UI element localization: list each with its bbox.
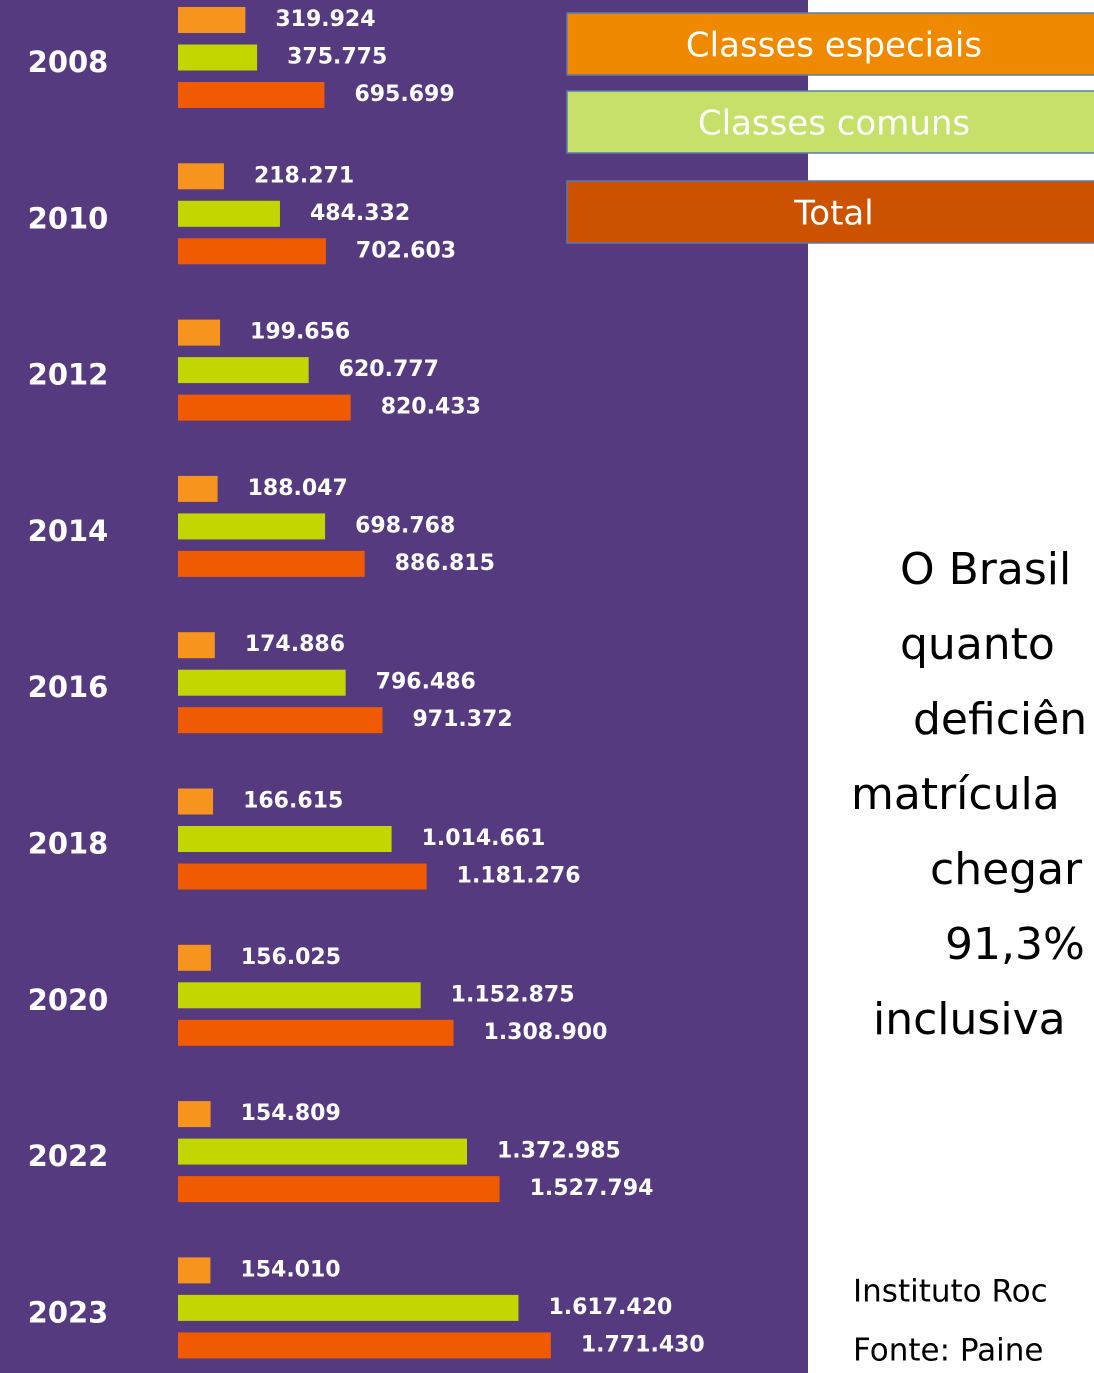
value-label: 166.615 [243,789,343,814]
year-label: 2018 [28,827,109,861]
bar [178,44,258,71]
bar [178,394,351,421]
paragraph-line: 91,3% [945,919,1085,970]
value-label: 199.656 [250,320,350,345]
bar [178,200,280,227]
year-label: 2016 [28,670,109,704]
legend-label: Classes comuns [698,104,970,144]
bar [178,788,214,815]
value-label: 154.809 [241,1101,341,1126]
paragraph-line: inclusiva [873,994,1066,1045]
value-label: 1.527.794 [530,1176,654,1201]
value-label: 1.372.985 [497,1139,621,1164]
value-label: 188.047 [248,476,348,501]
value-label: 174.886 [245,632,345,657]
bar [178,1332,551,1359]
bar [178,826,392,852]
bar [178,319,221,346]
value-label: 886.815 [395,551,495,576]
bar [178,669,346,696]
year-label: 2023 [28,1295,109,1329]
bar [178,550,365,577]
legend-box [566,90,1094,154]
year-label: 2012 [28,358,109,392]
value-label: 1.014.661 [422,826,546,851]
value-label: 1.308.900 [484,1020,608,1045]
value-label: 319.924 [275,7,375,32]
bar [178,944,211,971]
value-label: 1.771.430 [581,1332,705,1357]
value-label: 796.486 [376,670,476,695]
value-label: 1.617.420 [548,1295,672,1320]
bar [178,513,326,540]
legend-label: Classes especiais [686,26,982,66]
paragraph-line: O Brasil [900,544,1071,595]
value-label: 620.777 [339,357,439,382]
legend-box [566,180,1094,244]
bar [178,707,383,734]
value-label: 698.768 [355,513,455,538]
bar [178,1138,468,1165]
bar [178,7,246,33]
year-label: 2014 [28,514,109,548]
bar [178,1294,519,1321]
bar [178,238,326,265]
paragraph-line: deficiên [913,694,1087,745]
bar [178,1101,211,1128]
value-label: 154.010 [240,1257,340,1282]
value-label: 1.152.875 [451,982,575,1007]
year-label: 2020 [28,983,109,1017]
year-label: 2010 [28,201,109,235]
paragraph-line: matrícula [851,769,1060,820]
bar [178,863,427,890]
value-label: 375.775 [287,45,387,70]
bar [178,982,421,1009]
year-label: 2022 [28,1139,109,1173]
bar [178,357,309,384]
paragraph-line: quanto [900,619,1055,670]
value-label: 156.025 [241,945,341,970]
value-label: 820.433 [381,395,481,420]
bar [178,1257,211,1284]
year-label: 2008 [28,45,109,79]
value-label: 218.271 [254,163,354,188]
value-label: 484.332 [310,201,410,226]
legend-label: Total [793,194,873,234]
bar [178,1019,454,1046]
footer-line: Instituto Roc [853,1274,1048,1310]
bar [178,475,218,502]
value-label: 971.372 [412,707,512,732]
value-label: 1.181.276 [457,864,581,889]
bar [178,163,224,190]
bar [178,632,215,659]
bar [178,1176,500,1203]
paragraph-line: chegar [930,844,1083,895]
value-label: 695.699 [354,82,454,107]
bar [178,82,325,108]
legend-box [566,12,1094,76]
footer-line: Fonte: Paine [853,1333,1044,1369]
value-label: 702.603 [356,238,456,263]
